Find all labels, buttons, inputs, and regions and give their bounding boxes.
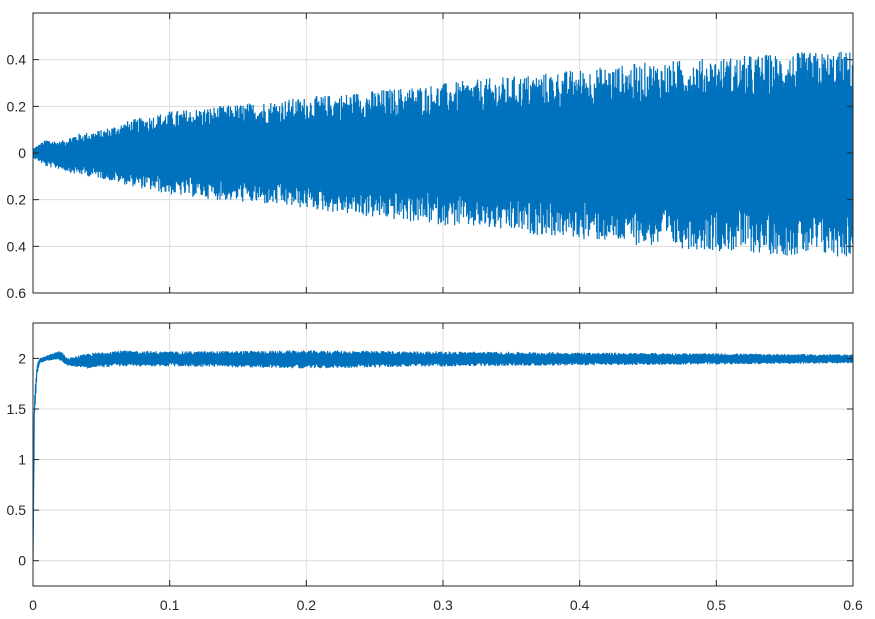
x-tick-label: 0.2: [297, 597, 317, 613]
bottom-axes: 0 0.1 0.2 0.3 0.4 0.5 0.6 0 0.5 1 1.5 2: [7, 322, 863, 613]
x-tick-label: 0: [29, 597, 37, 613]
bottom-plot: [33, 350, 853, 561]
y-tick-label: 0.2: [7, 98, 27, 114]
top-ticks: 0.6 0.4 0.2 0 0.2 0.4: [7, 13, 854, 301]
y-tick-label: 1.5: [7, 401, 27, 417]
y-tick-label: 0.4: [7, 52, 27, 68]
series-line: [33, 350, 853, 561]
y-tick-label: 0.4: [7, 238, 27, 254]
x-tick-label: 0.5: [707, 597, 727, 613]
top-plot: [33, 51, 853, 257]
top-axes: 0.6 0.4 0.2 0 0.2 0.4: [7, 12, 854, 301]
y-tick-label: 0: [18, 553, 26, 569]
x-tick-label: 0.1: [160, 597, 180, 613]
y-tick-label: 0.5: [7, 502, 27, 518]
x-tick-label: 0.6: [843, 597, 863, 613]
bottom-ticks: 0 0.1 0.2 0.3 0.4 0.5 0.6 0 0.5 1 1.5 2: [7, 323, 863, 613]
x-tick-label: 0.4: [570, 597, 590, 613]
series-line: [33, 51, 853, 257]
y-tick-label: 0.6: [7, 285, 27, 301]
y-tick-label: 1: [18, 452, 26, 468]
y-tick-label: 0.2: [7, 192, 27, 208]
y-tick-label: 0: [18, 145, 26, 161]
y-tick-label: 2: [18, 350, 26, 366]
x-tick-label: 0.3: [433, 597, 453, 613]
